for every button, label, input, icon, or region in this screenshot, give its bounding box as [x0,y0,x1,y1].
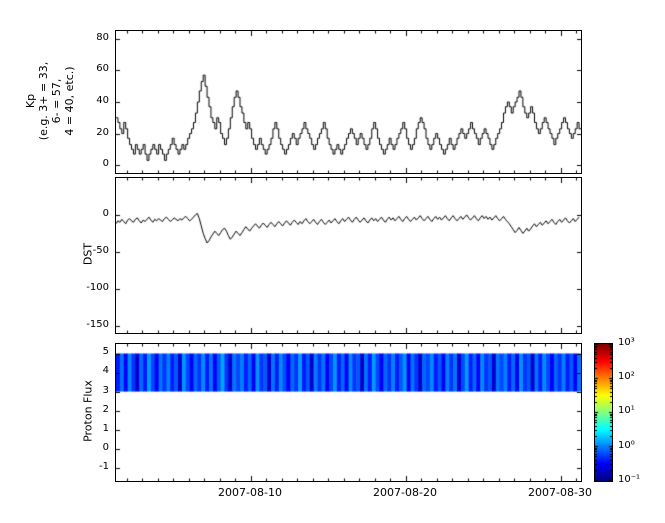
proton-y-tick-label: 5 [102,346,109,357]
x-tick-label: 2007-08-20 [373,486,437,499]
colorbar-gradient-canvas [595,344,612,481]
kp-axis-label: Kp (e.g. 3+ = 33, 6- = 57, 4 = 40, etc.) [24,61,76,141]
proton-flux-plot-canvas [116,344,581,481]
kp-y-tick-label: 60 [96,63,109,74]
kp-y-tick-label: 0 [102,158,109,169]
proton-y-tick-label: 1 [102,423,109,434]
colorbar-tick-label: 10⁰ [618,440,635,451]
kp-panel [115,30,582,174]
x-tick-label: 2007-08-10 [218,486,282,499]
kp-y-tick-label: 40 [96,95,109,106]
kp-plot-canvas [116,31,581,173]
dst-y-tick-label: -50 [92,245,109,256]
colorbar-tick-label: 10³ [618,337,635,348]
colorbar-tick-label: 10² [618,371,635,382]
colorbar [594,343,613,482]
kp-y-tick-label: 20 [96,127,109,138]
proton-y-tick-label: 4 [102,365,109,376]
colorbar-tick-label: 10¹ [618,405,635,416]
dst-y-tick-label: 0 [102,208,109,219]
proton-y-tick-label: -1 [99,461,109,472]
x-tick-label: 2007-08-30 [528,486,592,499]
proton-y-tick-label: 2 [102,404,109,415]
dst-y-tick-label: -100 [86,282,109,293]
proton-y-tick-label: 3 [102,385,109,396]
dst-y-tick-label: -150 [86,319,109,330]
colorbar-tick-label: 10⁻¹ [618,474,641,485]
proton-y-tick-label: 0 [102,442,109,453]
dst-plot-canvas [116,178,581,333]
dst-panel [115,177,582,334]
proton-flux-panel [115,343,582,482]
kp-y-tick-label: 80 [96,32,109,43]
